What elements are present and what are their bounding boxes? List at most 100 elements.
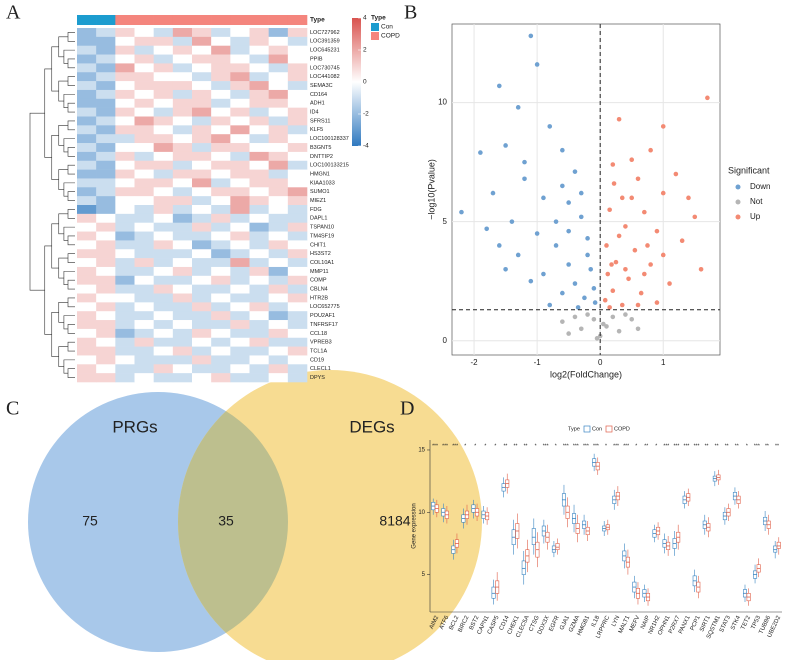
heat-cell bbox=[77, 355, 97, 365]
heat-cell bbox=[287, 320, 308, 330]
dendrogram-branch bbox=[58, 125, 68, 146]
significance: *** bbox=[754, 443, 760, 449]
heat-cell bbox=[115, 196, 135, 206]
heat-cell bbox=[96, 63, 116, 73]
heat-cell bbox=[172, 275, 193, 285]
dendrogram-branch bbox=[63, 271, 75, 285]
heat-cell bbox=[77, 81, 97, 91]
heat-cell bbox=[211, 373, 231, 383]
heat-cell bbox=[77, 151, 97, 162]
heat-cell bbox=[287, 240, 308, 250]
heat-cell bbox=[287, 63, 308, 73]
heat-cell bbox=[115, 134, 135, 144]
heat-cell bbox=[230, 337, 250, 347]
gene-label: COMP bbox=[310, 278, 327, 284]
point bbox=[541, 195, 546, 201]
heat-cell bbox=[249, 187, 269, 197]
point bbox=[547, 124, 553, 129]
heat-cell bbox=[192, 355, 212, 365]
point bbox=[560, 290, 565, 296]
heat-cell bbox=[287, 205, 308, 215]
heat-cell bbox=[287, 373, 308, 383]
heat-cell bbox=[153, 275, 174, 285]
heat-cell bbox=[96, 151, 116, 162]
gene-label: CHIT1 bbox=[310, 242, 326, 248]
heat-cell bbox=[153, 346, 174, 356]
heat-cell bbox=[77, 98, 97, 108]
panel-label: A bbox=[6, 2, 21, 24]
point bbox=[648, 262, 653, 267]
significance: * bbox=[484, 443, 486, 449]
heat-cell bbox=[77, 231, 97, 241]
box bbox=[776, 541, 781, 549]
point bbox=[605, 271, 611, 277]
dendrogram-branch bbox=[51, 312, 59, 357]
y-tick-label: 10 bbox=[418, 510, 425, 516]
heat-cell bbox=[96, 28, 116, 38]
significance: ** bbox=[514, 443, 518, 449]
heat-cell bbox=[287, 134, 308, 144]
heat-cell bbox=[96, 222, 116, 232]
significance: * bbox=[555, 443, 557, 449]
dendrogram-branch bbox=[63, 359, 75, 374]
point bbox=[692, 214, 698, 220]
point bbox=[575, 305, 581, 310]
heat-cell bbox=[211, 54, 231, 64]
point bbox=[686, 195, 691, 201]
heat-cell bbox=[249, 293, 269, 303]
heat-cell bbox=[268, 373, 289, 383]
heat-cell bbox=[249, 337, 269, 347]
legend-label: Down bbox=[750, 182, 770, 191]
heat-cell bbox=[249, 205, 269, 215]
heat-cell bbox=[134, 328, 154, 339]
heat-cell bbox=[134, 187, 154, 197]
point bbox=[660, 190, 666, 196]
significance: ** bbox=[735, 443, 739, 449]
heat-cell bbox=[77, 364, 97, 374]
dendrogram-branch bbox=[58, 346, 68, 367]
gene-label: KIAA1033 bbox=[310, 180, 335, 186]
dendrogram-branch bbox=[67, 209, 75, 219]
heat-cell bbox=[153, 134, 174, 144]
heat-cell bbox=[115, 337, 135, 347]
heat-cell bbox=[192, 178, 212, 188]
heat-cell bbox=[153, 355, 174, 365]
heat-cell bbox=[77, 134, 97, 144]
heat-cell bbox=[115, 151, 135, 162]
point bbox=[698, 266, 704, 272]
y-tick-label: 15 bbox=[418, 448, 425, 454]
point bbox=[582, 295, 587, 301]
heat-cell bbox=[287, 89, 308, 100]
heat-cell bbox=[287, 107, 308, 117]
dendrogram-branch bbox=[67, 297, 75, 308]
point bbox=[534, 231, 540, 236]
point bbox=[673, 171, 679, 177]
heat-cell bbox=[211, 151, 231, 162]
dendrogram-branch bbox=[67, 58, 75, 69]
heat-cell bbox=[77, 222, 97, 232]
point bbox=[496, 243, 502, 248]
heat-cell bbox=[287, 231, 308, 241]
gene-label: CD19 bbox=[310, 357, 324, 363]
gene-label: LOC100128337 bbox=[310, 136, 349, 142]
heat-cell bbox=[115, 205, 135, 215]
heat-cell bbox=[96, 98, 116, 108]
heat-cell bbox=[249, 116, 269, 126]
heat-cell bbox=[268, 107, 289, 117]
significance: *** bbox=[573, 443, 579, 449]
point bbox=[591, 286, 597, 291]
gene-label: MIEZ1 bbox=[310, 198, 326, 204]
gene-label: KLF5 bbox=[310, 127, 323, 133]
heat-cell bbox=[172, 98, 193, 108]
gene-label: DAPL1 bbox=[310, 216, 327, 222]
heat-cell bbox=[77, 45, 97, 55]
heat-cell bbox=[134, 284, 154, 294]
heat-cell bbox=[153, 240, 174, 250]
heat-cell bbox=[268, 293, 289, 303]
heat-cell bbox=[96, 116, 116, 126]
heat-cell bbox=[211, 143, 231, 153]
y-tick-label: 0 bbox=[443, 336, 448, 345]
heat-cell bbox=[172, 196, 193, 206]
heat-cell bbox=[249, 213, 269, 223]
heat-cell bbox=[153, 258, 174, 268]
